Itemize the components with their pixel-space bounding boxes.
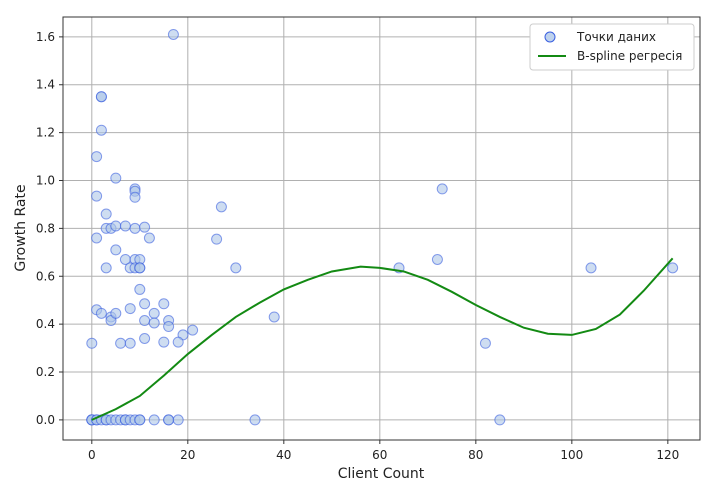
data-point <box>110 244 122 256</box>
x-tick-label: 20 <box>180 448 195 462</box>
data-point <box>249 414 261 426</box>
data-point <box>139 298 151 310</box>
y-tick-label: 0.4 <box>36 317 55 331</box>
data-point <box>100 208 112 220</box>
y-tick-label: 1.6 <box>36 30 55 44</box>
ticks: 0 20 40 60 80 100 120 0.0 0.2 0.4 0.6 0.8 1.0 1.2 1.4 1… <box>36 30 679 462</box>
data-point <box>139 315 151 327</box>
data-point <box>436 183 448 195</box>
y-tick-label: 0.2 <box>36 365 55 379</box>
data-point <box>215 201 227 213</box>
data-point <box>148 307 160 319</box>
legend-label-points: Точки даних <box>576 30 656 44</box>
data-point <box>479 337 491 349</box>
data-point <box>110 172 122 184</box>
x-tick-label: 0 <box>88 448 96 462</box>
data-point <box>115 337 127 349</box>
data-point <box>91 232 103 244</box>
data-point <box>129 222 141 234</box>
data-point <box>86 337 98 349</box>
data-point <box>91 190 103 202</box>
data-point <box>95 307 107 319</box>
data-point <box>431 254 443 266</box>
y-tick-label: 1.0 <box>36 174 55 188</box>
data-point <box>129 191 141 203</box>
x-axis-label: Client Count <box>338 466 425 482</box>
data-point <box>158 336 170 348</box>
data-point <box>110 220 122 232</box>
x-tick-label: 100 <box>560 448 583 462</box>
grid <box>63 17 700 440</box>
y-tick-label: 0.6 <box>36 269 55 283</box>
data-point <box>163 321 175 333</box>
data-point <box>494 414 506 426</box>
data-point <box>211 233 223 245</box>
data-point <box>268 311 280 323</box>
data-point <box>148 414 160 426</box>
data-point <box>187 324 199 336</box>
data-point <box>124 337 136 349</box>
data-point <box>110 307 122 319</box>
data-point <box>124 303 136 315</box>
data-point <box>585 262 597 274</box>
y-tick-label: 1.2 <box>36 126 55 140</box>
x-tick-label: 80 <box>468 448 483 462</box>
data-point <box>167 28 179 40</box>
data-point <box>91 151 103 163</box>
legend: Точки даних B-spline регресія <box>529 23 695 71</box>
data-point <box>100 262 112 274</box>
data-point <box>134 262 146 274</box>
data-point <box>158 298 170 310</box>
x-tick-label: 40 <box>276 448 291 462</box>
y-tick-label: 0.8 <box>36 221 55 235</box>
data-point <box>163 414 175 426</box>
data-point <box>139 332 151 344</box>
data-point <box>667 262 679 274</box>
y-axis-label: Growth Rate <box>13 184 29 271</box>
data-point <box>148 317 160 329</box>
legend-label-line: B-spline регресія <box>577 49 682 63</box>
data-point <box>134 283 146 295</box>
data-point <box>95 124 107 136</box>
data-point <box>95 91 107 103</box>
x-tick-label: 60 <box>372 448 387 462</box>
y-tick-label: 1.4 <box>36 78 55 92</box>
data-point <box>119 220 131 232</box>
data-point <box>134 414 146 426</box>
data-point <box>230 262 242 274</box>
legend-marker-points <box>544 31 556 43</box>
scatter-points <box>86 28 679 426</box>
spline-curve <box>91 257 674 421</box>
data-point <box>172 336 184 348</box>
spline-line <box>91 257 674 421</box>
y-tick-label: 0.0 <box>36 413 55 427</box>
x-tick-label: 120 <box>656 448 679 462</box>
data-point <box>139 221 151 233</box>
data-point <box>143 232 155 244</box>
data-point <box>172 414 184 426</box>
